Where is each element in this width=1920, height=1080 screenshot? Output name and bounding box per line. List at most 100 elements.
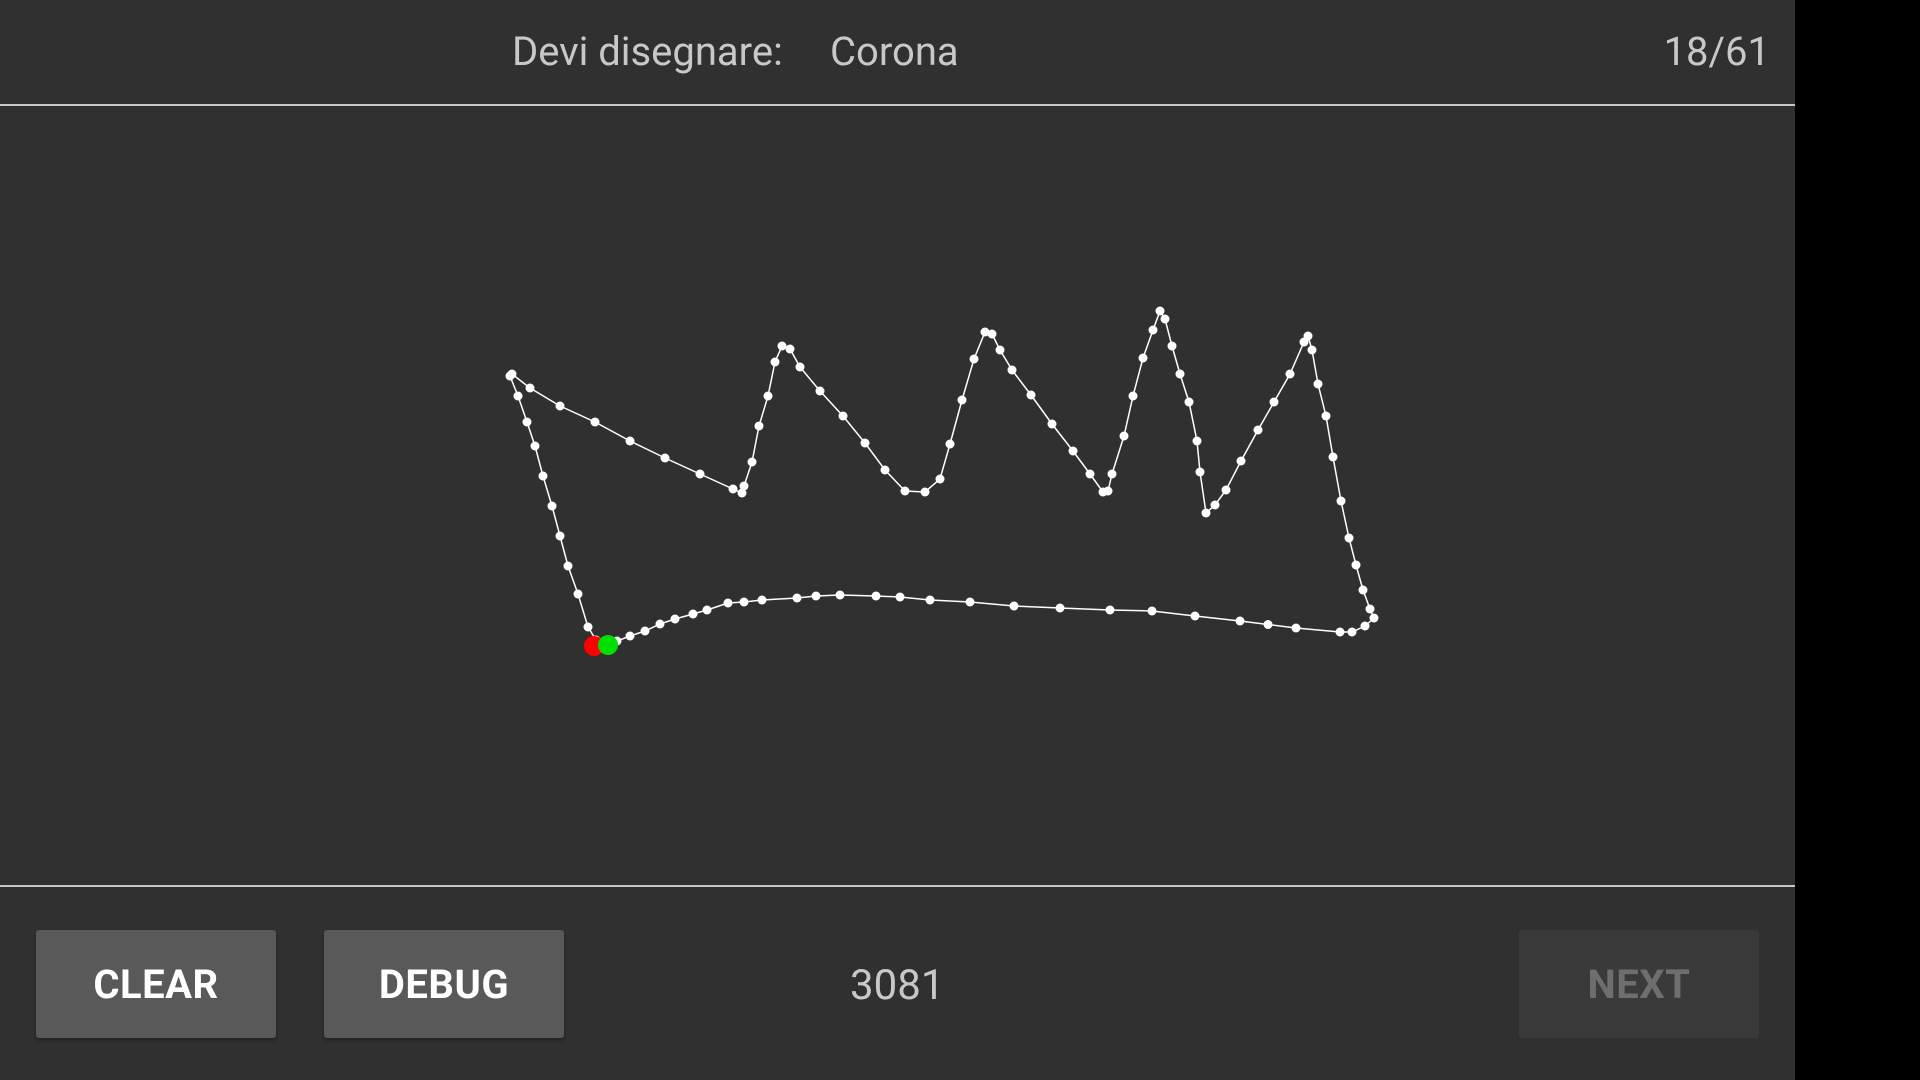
stroke-point bbox=[987, 329, 997, 339]
stroke-point bbox=[935, 474, 945, 484]
stroke-point bbox=[1160, 314, 1170, 324]
stroke-point bbox=[1344, 533, 1354, 543]
stroke-point bbox=[1347, 627, 1357, 637]
stroke-point bbox=[555, 401, 565, 411]
stroke-point bbox=[1085, 469, 1095, 479]
progress-counter: 18/61 bbox=[1663, 28, 1770, 75]
end-point-marker bbox=[598, 635, 618, 655]
stroke-point bbox=[1210, 500, 1220, 510]
stroke-point bbox=[754, 421, 764, 431]
stroke-point bbox=[563, 561, 573, 571]
stroke-point bbox=[583, 622, 593, 632]
clear-button[interactable]: CLEAR bbox=[36, 930, 276, 1038]
stroke-point bbox=[835, 590, 845, 600]
stroke-points bbox=[505, 306, 1379, 651]
stroke-point bbox=[1303, 331, 1313, 341]
stroke-point bbox=[739, 481, 749, 491]
header: Devi disegnare: Corona 18/61 bbox=[0, 0, 1795, 105]
stroke-point bbox=[688, 609, 698, 619]
stroke-point bbox=[1263, 620, 1273, 629]
stroke-point bbox=[1107, 469, 1117, 479]
stroke-point bbox=[763, 391, 773, 401]
stroke-point bbox=[525, 383, 535, 393]
stroke-point bbox=[522, 417, 532, 427]
stroke-point bbox=[1221, 485, 1231, 495]
stroke-point bbox=[670, 614, 680, 624]
stroke-point bbox=[747, 457, 757, 467]
stroke-point bbox=[1147, 606, 1157, 616]
stroke-point bbox=[1190, 611, 1200, 621]
stroke-point bbox=[640, 626, 650, 636]
stroke-point bbox=[871, 591, 881, 601]
stroke-point bbox=[995, 345, 1005, 355]
stroke-point bbox=[1167, 341, 1177, 351]
next-button[interactable]: NEXT bbox=[1519, 930, 1759, 1038]
stroke-point bbox=[1007, 365, 1017, 375]
stroke-point bbox=[1201, 508, 1211, 518]
debug-button[interactable]: DEBUG bbox=[324, 930, 564, 1038]
drawing-svg bbox=[505, 306, 1379, 656]
stroke-point bbox=[1047, 419, 1057, 429]
footer: CLEAR DEBUG 3081 NEXT bbox=[0, 887, 1795, 1080]
stroke-point bbox=[811, 591, 821, 601]
stroke-point bbox=[1313, 379, 1323, 389]
stroke-point bbox=[838, 411, 848, 421]
stroke-point bbox=[538, 471, 548, 481]
stroke-point bbox=[625, 436, 635, 446]
stroke-point bbox=[1328, 452, 1338, 462]
stroke-point bbox=[1184, 397, 1194, 407]
stroke-point bbox=[860, 438, 870, 448]
stroke-point bbox=[965, 597, 975, 607]
stroke-point bbox=[1155, 306, 1165, 316]
prompt-word: Corona bbox=[830, 28, 959, 75]
stroke-point bbox=[1105, 605, 1115, 615]
stroke-point bbox=[737, 488, 747, 498]
stroke-point bbox=[728, 484, 738, 494]
stroke-point bbox=[1192, 436, 1202, 446]
stroke-point bbox=[1291, 623, 1301, 633]
stroke-point bbox=[507, 369, 517, 379]
stroke-point bbox=[1285, 369, 1295, 379]
stroke-point bbox=[1335, 627, 1345, 637]
stroke-point bbox=[1138, 353, 1148, 363]
stroke-point bbox=[880, 465, 890, 475]
stroke-point bbox=[1128, 391, 1138, 401]
stroke-point bbox=[1068, 446, 1078, 456]
stroke-point bbox=[573, 589, 583, 599]
stroke-point bbox=[792, 593, 802, 603]
drawing-app: Devi disegnare: Corona 18/61 CLEAR DEBUG… bbox=[0, 0, 1795, 1080]
stroke-point bbox=[655, 619, 665, 629]
stroke-point bbox=[739, 597, 749, 607]
stroke-point bbox=[1009, 601, 1019, 611]
stroke-point bbox=[1103, 486, 1113, 496]
stroke-point bbox=[980, 327, 990, 337]
stroke-point bbox=[895, 592, 905, 602]
stroke-point bbox=[1307, 345, 1317, 355]
stroke-point bbox=[925, 595, 935, 605]
stroke-point bbox=[1235, 616, 1245, 626]
stroke-point bbox=[1360, 621, 1370, 631]
footer-divider bbox=[0, 885, 1795, 887]
stroke-point bbox=[1119, 431, 1129, 441]
prompt-label: Devi disegnare: bbox=[512, 28, 783, 75]
stroke-point bbox=[702, 605, 712, 615]
stroke-point bbox=[1369, 613, 1379, 623]
stroke-point bbox=[695, 469, 705, 479]
drawing-canvas[interactable] bbox=[0, 106, 1795, 885]
stroke-point bbox=[513, 391, 523, 401]
stroke-point bbox=[1026, 390, 1036, 400]
stroke-point bbox=[1351, 560, 1361, 570]
stroke-point bbox=[957, 395, 967, 405]
header-divider bbox=[0, 104, 1795, 106]
stroke-point bbox=[770, 357, 780, 367]
stroke-point bbox=[969, 354, 979, 364]
stroke-point bbox=[1055, 603, 1065, 613]
stroke-point bbox=[590, 417, 600, 427]
stroke-point bbox=[1336, 496, 1346, 506]
stroke-point bbox=[1365, 604, 1375, 614]
stroke-point bbox=[1148, 325, 1158, 335]
stroke-point bbox=[757, 595, 767, 605]
stroke-point bbox=[660, 453, 670, 463]
stroke-point bbox=[1195, 467, 1205, 477]
stroke-point bbox=[625, 631, 635, 641]
